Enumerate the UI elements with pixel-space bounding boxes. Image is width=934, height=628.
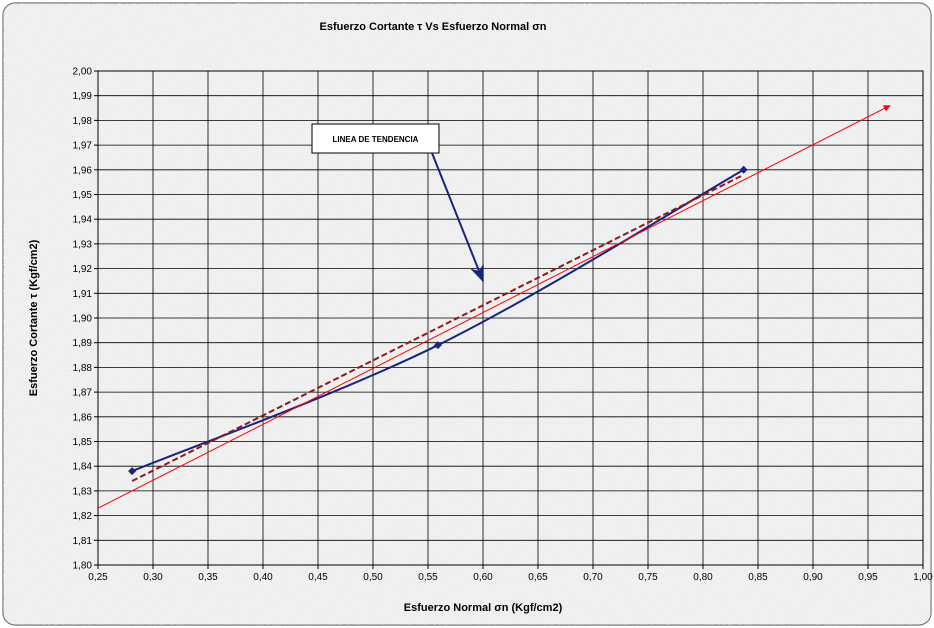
y-tick-label: 1,88 — [73, 363, 93, 374]
x-tick-label: 0,75 — [638, 572, 658, 583]
y-tick-label: 1,97 — [73, 141, 93, 152]
y-tick-label: 1,91 — [73, 289, 93, 300]
y-tick-label: 1,90 — [73, 314, 93, 325]
y-tick-label: 1,84 — [73, 462, 93, 473]
y-tick-label: 1,82 — [73, 511, 93, 522]
data-point-marker — [739, 165, 748, 174]
x-tick-label: 0,70 — [583, 572, 603, 583]
x-tick-label: 0,90 — [803, 572, 823, 583]
y-tick-label: 1,99 — [73, 91, 93, 102]
x-tick-label: 0,60 — [473, 572, 493, 583]
y-axis-ticks: 1,80 1,81 1,82 1,83 1,84 1,85 1,86 1,87 1,88 1,89… — [73, 67, 98, 572]
y-tick-label: 1,94 — [73, 215, 93, 226]
y-tick-label: 1,85 — [73, 437, 93, 448]
y-tick-label: 1,93 — [73, 239, 93, 250]
annotation-label: LINEA DE TENDENCIA — [333, 135, 419, 144]
y-tick-label: 1,83 — [73, 486, 93, 497]
trend-line — [131, 173, 745, 482]
y-tick-label: 1,98 — [73, 116, 93, 127]
x-tick-label: 0,40 — [253, 572, 273, 583]
data-point-marker — [128, 467, 137, 476]
x-tick-label: 0,25 — [88, 572, 108, 583]
y-tick-label: 1,81 — [73, 536, 93, 547]
y-tick-label: 1,96 — [73, 165, 93, 176]
x-tick-label: 0,80 — [693, 572, 713, 583]
x-tick-label: 0,50 — [363, 572, 383, 583]
y-tick-label: 1,95 — [73, 190, 93, 201]
x-tick-label: 0,85 — [748, 572, 768, 583]
grid — [98, 71, 923, 565]
x-tick-label: 0,30 — [143, 572, 163, 583]
x-axis-title: Esfuerzo Normal σn (Kgf/cm2) — [404, 602, 563, 614]
x-tick-label: 0,65 — [528, 572, 548, 583]
data-point-marker — [433, 341, 442, 350]
annotation-arrow — [431, 152, 484, 283]
annotation-box — [311, 123, 440, 154]
x-tick-label: 0,45 — [308, 572, 328, 583]
x-tick-label: 1,00 — [913, 572, 933, 583]
y-tick-label: 1,89 — [73, 338, 93, 349]
x-tick-label: 0,35 — [198, 572, 218, 583]
y-tick-label: 1,87 — [73, 388, 93, 399]
y-tick-label: 2,00 — [73, 67, 93, 78]
extended-trend-line — [97, 105, 891, 509]
chart-title: Esfuerzo Cortante τ Vs Esfuerzo Normal σ… — [320, 21, 547, 33]
series — [97, 105, 891, 509]
y-axis-title: Esfuerzo Cortante τ (Kgf/cm2) — [28, 239, 40, 396]
y-tick-label: 1,86 — [73, 412, 93, 423]
x-tick-label: 0,95 — [858, 572, 878, 583]
y-tick-label: 1,92 — [73, 264, 93, 275]
x-tick-label: 0,55 — [418, 572, 438, 583]
x-axis-ticks: 0,25 0,30 0,35 0,40 0,45 0,50 0,55 0,60 0,65 0,70… — [88, 565, 933, 583]
trendline-annotation: LINEA DE TENDENCIA — [311, 123, 484, 283]
y-tick-label: 1,80 — [73, 561, 93, 572]
